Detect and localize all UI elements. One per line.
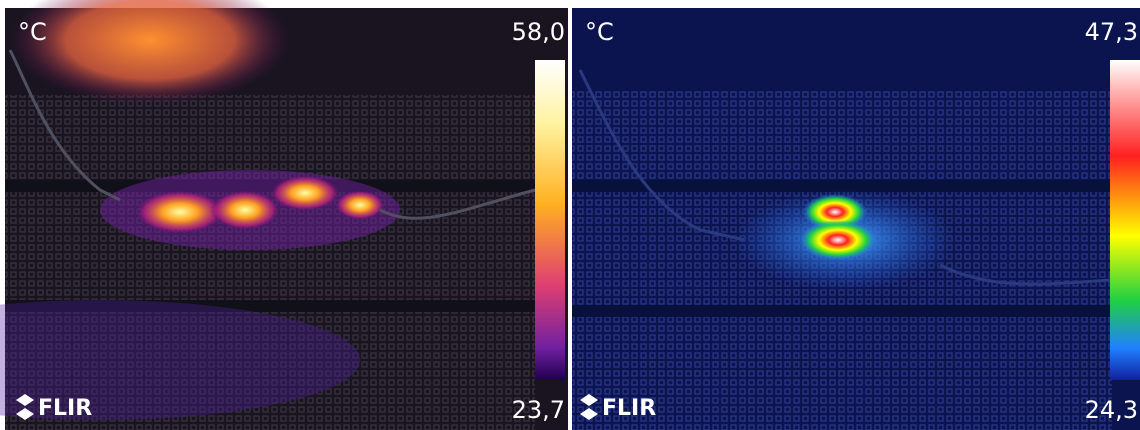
unit-label: °C (585, 18, 614, 46)
min-temperature: 24,3 (1085, 396, 1138, 424)
thermal-panel-left: °C 58,0 23,7 FLIR (0, 0, 568, 430)
logo: FLIR (602, 396, 656, 421)
max-temperature: 58,0 (512, 18, 565, 46)
max-temperature: 47,3 (1085, 18, 1138, 46)
thermal-panel-right: °C 47,3 24,3 FLIR (572, 8, 1140, 430)
logo: FLIR (38, 396, 92, 421)
unit-label: °C (18, 18, 47, 46)
min-temperature: 23,7 (512, 396, 565, 424)
screenshot: °C 58,0 23,7 FLIR °C 47,3 24,3 FLIR (0, 0, 1140, 430)
